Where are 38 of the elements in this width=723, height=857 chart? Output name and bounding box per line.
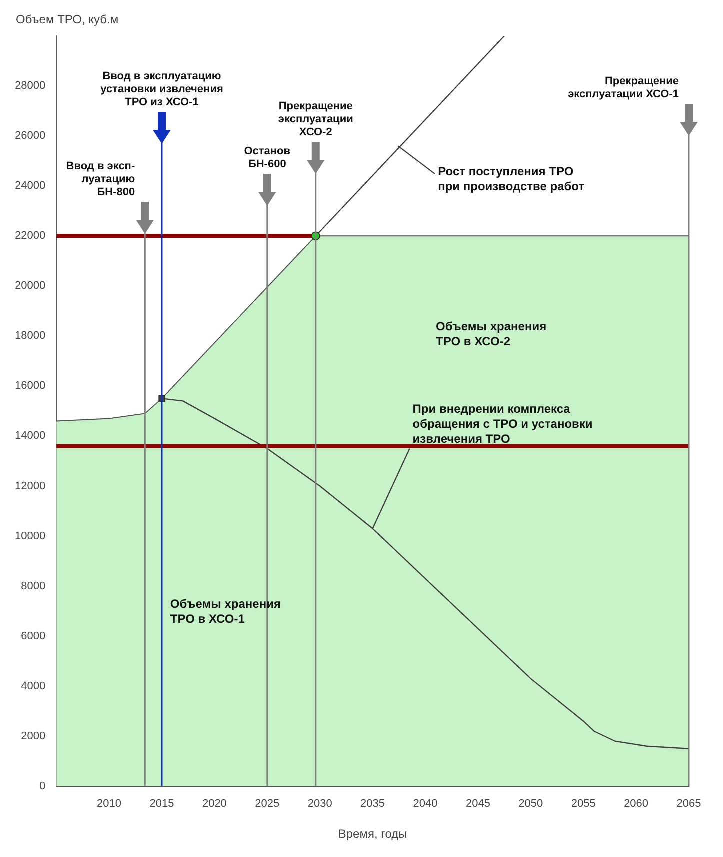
x-tick-label: 2015: [150, 798, 174, 810]
y-tick-label: 2000: [21, 730, 46, 742]
annotation: При внедрении комплекса обращения с ТРО и установки извлечения ТРО: [412, 402, 593, 446]
x-tick-label: 2025: [255, 798, 280, 810]
y-tick-label: 10000: [14, 530, 46, 542]
y-tick-label: 0: [39, 780, 46, 792]
y-tick-label: 16000: [14, 380, 46, 392]
x-tick-label: 2045: [466, 798, 490, 810]
ref-line-label: Прекращение эксплуатации ХСО-1: [568, 76, 679, 101]
x-tick-label: 2050: [518, 798, 544, 810]
x-tick-label: 2060: [624, 798, 649, 810]
annotation: Объемы хранения ТРО в ХСО-2: [436, 319, 547, 348]
y-tick-label: 12000: [14, 480, 46, 492]
y-tick-label: 4000: [21, 680, 46, 692]
y-tick-label: 20000: [14, 280, 46, 292]
x-tick-label: 2035: [360, 798, 386, 810]
y-axis-title: Объем ТРО, куб.м: [16, 12, 119, 26]
ref-line-label: Прекращение эксплуатации ХСО-2: [278, 100, 354, 139]
y-tick-label: 6000: [21, 630, 46, 642]
y-tick-label: 8000: [21, 580, 46, 592]
ref-line-label: Ввод в эксп- луатацию БН-800: [66, 160, 136, 199]
y-tick-label: 14000: [14, 430, 46, 442]
annotation: Рост поступления ТРО при производстве работ: [438, 164, 585, 194]
y-tick-label: 18000: [14, 330, 46, 342]
x-tick-label: 2010: [97, 798, 122, 810]
x-tick-label: 2055: [571, 798, 596, 810]
x-tick-label: 2030: [308, 798, 332, 810]
ref-line-label: Ввод в эксплуатацию установки извлечения ТРО из ХСО-1: [100, 70, 224, 109]
x-tick-label: 2065: [676, 798, 702, 810]
x-tick-label: 2040: [413, 798, 438, 810]
annotation: Объемы хранения ТРО в ХСО-1: [170, 597, 281, 626]
ref-line-label: Останов БН-600: [244, 146, 291, 171]
y-tick-label: 24000: [14, 180, 46, 192]
y-tick-label: 26000: [14, 130, 46, 142]
y-tick-label: 28000: [14, 80, 46, 92]
x-axis-title: Время, годы: [338, 827, 408, 842]
x-tick-label: 2020: [202, 798, 227, 810]
y-tick-label: 22000: [14, 230, 46, 242]
